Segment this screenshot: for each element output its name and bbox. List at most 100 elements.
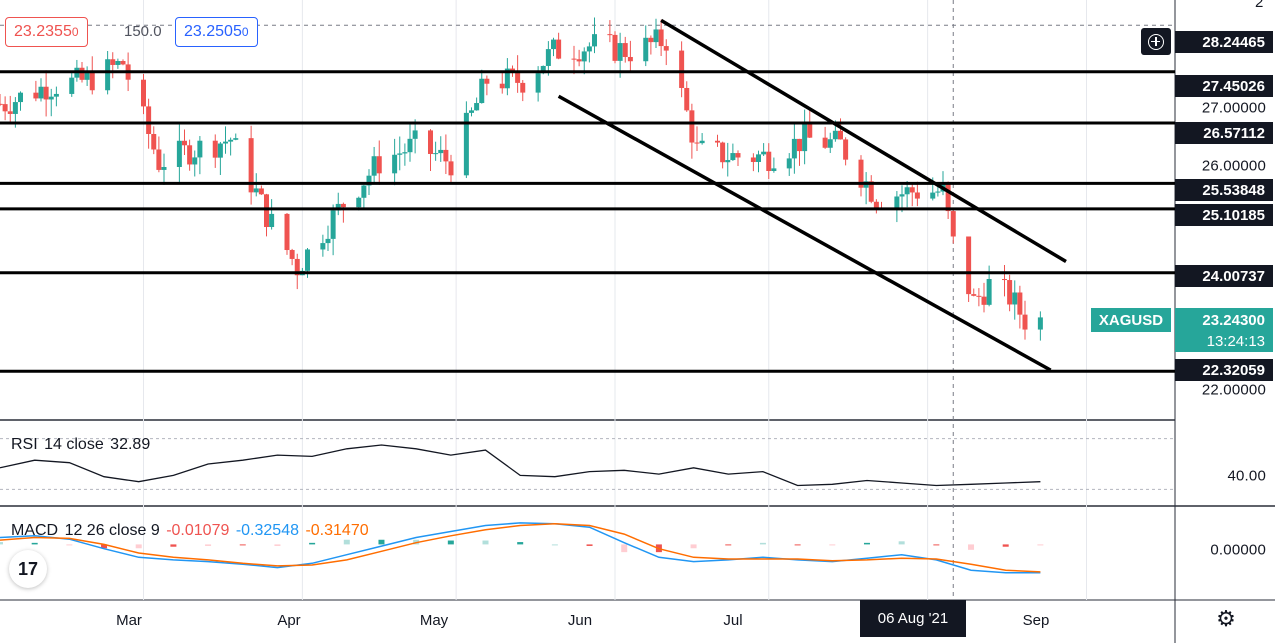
candle-body [791, 138, 797, 159]
candle-body [412, 130, 418, 139]
rsi-legend[interactable]: RSI 14 close 32.89 [11, 436, 152, 454]
candle-body [356, 197, 362, 208]
candle-body [827, 139, 833, 148]
bar-countdown: 13:24:13 [1175, 330, 1273, 352]
candle-body [914, 192, 920, 199]
macd-legend[interactable]: MACD 12 26 close 9 -0.01079 -0.32548 -0.… [11, 522, 371, 540]
candle-body [156, 149, 162, 170]
candle-body [320, 243, 326, 250]
candle-body [105, 59, 111, 91]
candle-body [930, 192, 936, 199]
candle-body [484, 78, 490, 84]
candle-body [2, 104, 8, 112]
crosshair-add-button[interactable] [1141, 28, 1171, 55]
candle-body [340, 203, 346, 208]
candle-body [1002, 279, 1007, 281]
candle-body [699, 140, 705, 144]
sell-price-button[interactable]: 23.2355 0 [5, 17, 88, 47]
candle-body [182, 140, 187, 146]
candle-body [515, 70, 521, 83]
candle-body [1022, 314, 1028, 330]
macd-histogram-bar [863, 542, 870, 545]
price-axis-label: 26.00000 [1201, 157, 1266, 175]
macd-histogram-bar [690, 544, 697, 549]
candle-body [545, 49, 551, 66]
buy-price-button[interactable]: 23.2505 0 [175, 17, 258, 47]
candle-body [228, 139, 234, 142]
candle-body [761, 151, 767, 155]
time-axis-label: Sep [1022, 612, 1050, 629]
candle-body [838, 130, 843, 140]
candle-body [361, 185, 367, 198]
sell-price-suffix: 0 [71, 25, 79, 39]
macd-params: 12 26 close 9 [64, 522, 160, 539]
candle-body [0, 103, 3, 105]
candle-body [684, 87, 690, 111]
price-axis-fragment: 2 [1255, 0, 1264, 11]
candle-body [38, 86, 44, 99]
candle-body [192, 157, 198, 165]
macd-histogram-bar [933, 544, 940, 546]
candle-body [197, 140, 203, 158]
candle-body [586, 46, 592, 52]
candle-body [33, 92, 39, 99]
trend-channel-lower [557, 94, 1052, 372]
macd-histogram-bar [759, 542, 766, 545]
candle-body [802, 124, 808, 152]
candle-body [428, 130, 433, 154]
level-tag: 25.53848 [1175, 179, 1273, 201]
macd-histogram-bar [309, 542, 316, 545]
candle-body [622, 43, 628, 57]
macd-histogram-bar [378, 539, 385, 545]
candle-body [438, 149, 444, 154]
candle-body [43, 86, 49, 100]
candle-body [79, 67, 85, 80]
macd-signal-value: -0.31470 [305, 522, 369, 539]
candle-body [551, 39, 556, 50]
candle-body [89, 72, 95, 91]
candle-body [233, 138, 239, 140]
candle-body [433, 153, 439, 155]
candle-body [84, 72, 90, 80]
candle-body [976, 295, 982, 297]
candle-body [289, 250, 295, 259]
candle-body [12, 102, 18, 114]
candle-body [581, 51, 587, 62]
macd-histogram-bar [447, 540, 454, 545]
candle-body [786, 158, 792, 169]
candle-body [607, 34, 613, 36]
spread-value: 150.0 [124, 23, 162, 40]
time-axis-label: Apr [277, 612, 301, 629]
candle-body [720, 142, 726, 163]
candle-body [868, 181, 874, 202]
candle-body [1012, 292, 1018, 305]
candle-body [110, 59, 116, 65]
candle-body [335, 203, 341, 211]
macd-histogram-value: -0.01079 [166, 522, 230, 539]
macd-histogram-bar [482, 540, 489, 545]
gear-icon[interactable]: ⚙ [1216, 606, 1236, 631]
price-axis-label: 27.00000 [1201, 99, 1266, 117]
macd-name: MACD [11, 522, 59, 539]
macd-histogram-bar [170, 544, 177, 547]
candle-body [981, 296, 987, 305]
candle-body [617, 43, 623, 61]
macd-histogram-bar [66, 544, 73, 546]
time-axis-label: Jun [567, 612, 593, 629]
candle-body [756, 154, 761, 162]
candle-body [69, 77, 75, 94]
candle-body [843, 139, 849, 160]
candle-body [248, 138, 254, 193]
macd-histogram-bar [621, 544, 628, 553]
rsi-name: RSI [11, 436, 38, 453]
candle-body [474, 103, 480, 111]
candle-body [832, 130, 838, 140]
macd-line-value: -0.32548 [235, 522, 299, 539]
candle-body [873, 201, 879, 208]
candle-body [689, 110, 695, 143]
candle-body [950, 211, 956, 237]
candle-body [151, 133, 157, 150]
macd-histogram-bar [968, 544, 975, 550]
tradingview-logo-icon[interactable]: 17 [9, 550, 47, 588]
